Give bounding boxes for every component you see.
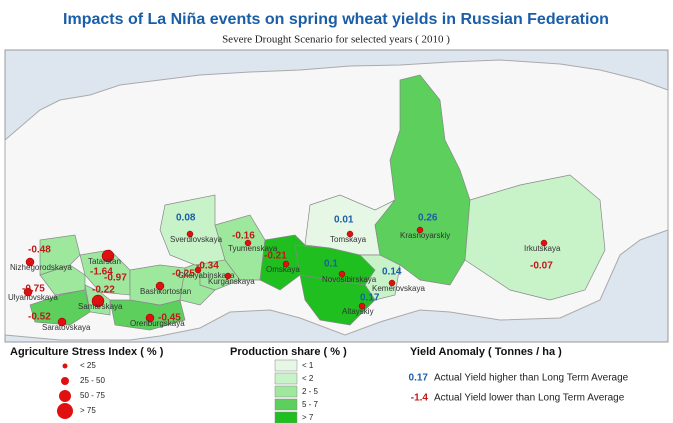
region-shape — [299, 274, 376, 326]
stress-legend-label: > 75 — [80, 406, 96, 415]
stress-dot — [416, 226, 424, 234]
region-name: Tomskaya — [330, 235, 367, 244]
anomaly-legend-value: -1.4 — [411, 393, 429, 404]
yield-anomaly: 0.1 — [324, 259, 338, 270]
region-name: Sverdlovskaya — [170, 235, 223, 244]
stress-dot — [358, 302, 366, 310]
stress-dot — [57, 317, 67, 327]
stress-dot — [91, 294, 105, 308]
region-name: Ulyanovskaya — [8, 293, 58, 302]
region-name: Tyumenskaya — [228, 244, 278, 253]
stress-legend-title: Agriculture Stress Index ( % ) — [10, 346, 164, 358]
production-swatch — [274, 372, 298, 385]
stress-dot — [25, 257, 35, 267]
yield-anomaly: -0.16 — [232, 231, 255, 242]
production-swatch — [274, 359, 298, 372]
labels: Nizhegorodskaya -0.48 Tatarstan-1.64 Ulyano… — [8, 213, 561, 332]
stress-dot — [155, 281, 165, 291]
region-name: Krasnoyarskiy — [400, 231, 450, 240]
yield-anomaly: 0.26 — [418, 213, 438, 224]
stress-legend-dot — [59, 390, 71, 402]
yield-anomaly: -0.34 — [196, 261, 219, 272]
stress-legend-dot — [62, 363, 68, 369]
yield-anomaly: -0.25 — [172, 269, 195, 280]
production-swatch — [274, 411, 298, 423]
region-shape — [159, 194, 226, 266]
production-legend-label: 2 - 5 — [302, 387, 319, 396]
stress-dot — [540, 239, 548, 247]
stress-dot — [388, 279, 396, 287]
region-shape — [464, 174, 606, 301]
yield-anomaly: -0.45 — [158, 313, 181, 324]
stress-dot — [23, 287, 33, 297]
regions — [29, 74, 606, 331]
region-name: Kemerovskaya — [372, 284, 425, 293]
yield-anomaly: -0.48 — [28, 245, 51, 256]
stress-dot — [145, 313, 155, 323]
stress-legend-label: < 25 — [80, 361, 96, 370]
region-name: Samarskaya — [78, 302, 123, 311]
production-legend-label: < 2 — [302, 374, 314, 383]
stress-dot — [186, 230, 194, 238]
yield-anomaly: 0.01 — [334, 215, 354, 226]
production-legend-label: 5 - 7 — [302, 400, 319, 409]
stress-dot — [224, 272, 232, 280]
production-legend-label: > 7 — [302, 413, 314, 422]
region-name: Nizhegorodskaya — [10, 263, 72, 272]
yield-anomaly: -1.64 — [90, 267, 113, 278]
subtitle: Severe Drought Scenario for selected yea… — [222, 34, 450, 46]
stress-legend-dot — [57, 403, 73, 419]
yield-anomaly: 0.08 — [176, 213, 196, 224]
legends: Agriculture Stress Index ( % ) < 25 25 - 5… — [10, 346, 629, 423]
yield-anomaly: -0.07 — [530, 261, 553, 272]
anomaly-legend-label: Actual Yield lower than Long Term Averag… — [434, 393, 625, 404]
yield-anomaly: -0.21 — [264, 251, 287, 262]
region-name: Kurganskaya — [208, 277, 255, 286]
region-name: Novosibirskaya — [322, 275, 377, 284]
yield-anomaly: -0.75 — [22, 284, 45, 295]
region-name: Tatarstan — [88, 257, 121, 266]
stress-legend-label: 25 - 50 — [80, 376, 105, 385]
yield-anomaly: -0.52 — [28, 312, 51, 323]
stress-dot — [244, 239, 252, 247]
yield-anomaly: -0.97 — [104, 273, 127, 284]
region-name: Chelyabinskaya — [178, 271, 235, 280]
region-name: Saratovskaya — [42, 323, 91, 332]
region-name: Omskaya — [266, 265, 300, 274]
anomaly-legend-title: Yield Anomaly ( Tonnes / ha ) — [410, 346, 562, 358]
region-shape — [374, 74, 471, 286]
stress-dot — [194, 266, 202, 274]
region-name: Irkutskaya — [524, 244, 561, 253]
region-name: Orenburgskaya — [130, 319, 185, 328]
yield-anomaly: 0.14 — [382, 267, 402, 278]
region-shape — [359, 254, 401, 301]
production-swatch — [274, 398, 298, 411]
stress-dot — [346, 230, 354, 238]
production-legend-label: < 1 — [302, 361, 314, 370]
region-shape — [39, 264, 86, 296]
stress-dot — [101, 249, 115, 263]
region-shape — [29, 289, 91, 326]
yield-anomaly: -0.22 — [92, 285, 115, 296]
stress-dot — [282, 260, 290, 268]
title: Impacts of La Niña events on spring whea… — [63, 11, 609, 28]
production-legend-title: Production share ( % ) — [230, 346, 347, 358]
production-swatch — [274, 385, 298, 398]
stress-dot — [338, 270, 346, 278]
yield-anomaly: 0.17 — [360, 293, 380, 304]
anomaly-legend-value: 0.17 — [409, 373, 429, 384]
region-name: Bashkortostan — [140, 287, 191, 296]
stress-legend-label: 50 - 75 — [80, 391, 105, 400]
anomaly-legend-label: Actual Yield higher than Long Term Avera… — [434, 373, 629, 384]
stress-legend-dot — [61, 377, 69, 385]
region-name: Altayskiy — [342, 307, 374, 316]
